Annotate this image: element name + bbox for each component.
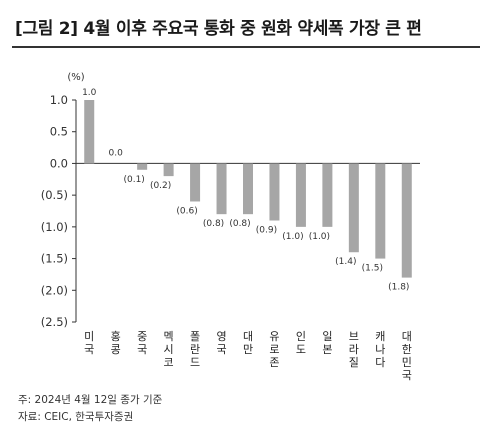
value-label: (0.1) — [123, 175, 144, 185]
y-tick-label: (2.0) — [41, 283, 68, 297]
y-tick-label: 0.5 — [50, 125, 68, 139]
y-tick-label: (1.5) — [41, 252, 68, 266]
y-tick-label: (1.0) — [41, 220, 68, 234]
bar — [84, 100, 94, 163]
bar — [402, 163, 412, 277]
y-axis-unit-label: (%) — [67, 72, 84, 83]
bar — [217, 163, 227, 214]
y-tick-label: (0.5) — [41, 188, 68, 202]
chart-footer: 주: 2024년 4월 12일 종가 기준 자료: CEIC, 한국투자증권 — [18, 392, 162, 426]
value-label: (0.2) — [150, 181, 171, 191]
value-label: (1.8) — [388, 283, 409, 293]
bar — [375, 163, 385, 258]
value-label: (0.8) — [229, 219, 250, 229]
value-label: (1.4) — [335, 257, 356, 267]
bars — [84, 100, 412, 278]
value-label: (0.8) — [203, 219, 224, 229]
bar — [243, 163, 253, 214]
y-tick-label: 1.0 — [50, 93, 68, 107]
value-label: (1.0) — [309, 232, 330, 242]
x-axis-labels: 미 국 홍 콩 중 국 멕 시 코 폴 란 드 영 국 대 만 유 로 존 인 도 일 본 브 라 질 캐 나 다 대 한 민 국 — [84, 329, 412, 382]
value-label: (1.5) — [362, 264, 383, 274]
value-label: (0.6) — [176, 206, 197, 216]
value-label: 0.0 — [109, 148, 124, 158]
y-tick-label: (2.5) — [41, 315, 68, 329]
bar — [269, 163, 279, 220]
bar — [190, 163, 200, 201]
footnote: 주: 2024년 4월 12일 종가 기준 — [18, 392, 162, 409]
value-label: 1.0 — [82, 88, 97, 98]
y-axis: 1.0 0.5 0.0 (0.5) (1.0) (1.5) (2.0) (2.5) — [41, 93, 420, 329]
bar — [296, 163, 306, 226]
bar — [164, 163, 174, 176]
bar — [137, 163, 147, 169]
bar — [322, 163, 332, 226]
source-note: 자료: CEIC, 한국투자증권 — [18, 409, 162, 426]
y-tick-label: 0.0 — [50, 156, 68, 170]
value-label: (1.0) — [282, 232, 303, 242]
value-label: (0.9) — [256, 226, 277, 236]
bar — [349, 163, 359, 252]
